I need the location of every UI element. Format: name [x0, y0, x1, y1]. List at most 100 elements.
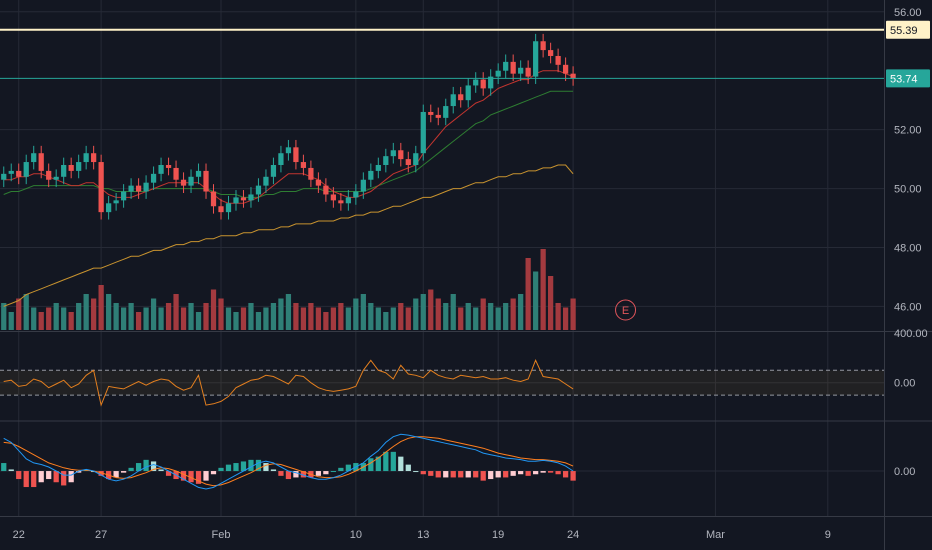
histogram-bar — [315, 471, 322, 476]
earnings-marker-label: E — [622, 305, 629, 317]
candle-body — [16, 170, 22, 177]
histogram-bar — [562, 471, 569, 478]
histogram-bar — [218, 467, 224, 472]
volume-bar — [315, 307, 322, 330]
histogram-bar — [540, 471, 546, 473]
last-price-badge — [886, 69, 930, 88]
candle-body — [540, 41, 546, 51]
histogram-bar — [195, 471, 202, 484]
volume-bar — [480, 298, 486, 330]
volume-bar — [16, 298, 22, 330]
volume-bar — [570, 298, 576, 330]
histogram-bar — [323, 471, 329, 475]
histogram-bar — [98, 471, 104, 476]
volume-bar — [135, 312, 142, 330]
histogram-bar — [210, 471, 217, 475]
volume-bar — [488, 303, 494, 330]
macd-tick-label: 0.00 — [894, 466, 915, 478]
volume-bar — [555, 303, 561, 330]
volume-bar — [293, 303, 299, 330]
candle-body — [480, 79, 486, 89]
candle-body — [435, 114, 441, 118]
resistance-badge-label: 55.39 — [890, 25, 918, 37]
histogram-bar — [383, 451, 389, 472]
candle-body — [428, 111, 434, 115]
volume-bar — [46, 307, 52, 330]
candle-body — [270, 165, 277, 177]
histogram-bar — [338, 467, 344, 472]
candle-body — [165, 165, 172, 168]
volume-bar — [353, 298, 359, 330]
volume-bar — [413, 298, 419, 330]
candle-body — [278, 153, 284, 165]
volume-bar — [240, 307, 247, 330]
price-tick-label: 46.00 — [894, 301, 922, 313]
histogram-bar — [480, 471, 486, 481]
histogram-bar — [128, 467, 134, 472]
candle-body — [368, 170, 374, 180]
candle-body — [91, 153, 97, 163]
candle-body — [458, 94, 464, 101]
price-tick-label: 52.00 — [894, 125, 922, 137]
histogram-bar — [53, 471, 59, 483]
volume-bar — [38, 312, 44, 330]
histogram-bar — [180, 471, 187, 481]
time-tick-label: 24 — [567, 529, 579, 541]
histogram-bar — [330, 471, 336, 473]
candle-body — [31, 153, 37, 163]
candle-body — [390, 150, 396, 157]
earnings-marker — [615, 299, 637, 321]
volume-bar — [338, 303, 344, 330]
histogram-bar — [1, 463, 7, 472]
candle-body — [525, 67, 531, 77]
candle-body — [195, 170, 202, 177]
candle-body — [413, 153, 419, 165]
histogram-bar — [518, 471, 524, 475]
candle-body — [465, 85, 471, 101]
oscillator-tick-label: 0.00 — [894, 378, 915, 390]
histogram-bar — [233, 463, 239, 472]
histogram-bar — [113, 471, 119, 478]
volume-bar — [68, 312, 74, 330]
candle-body — [233, 197, 239, 204]
volume-bar — [323, 312, 329, 330]
histogram-bar — [135, 463, 142, 472]
oscillator-line — [3, 359, 574, 407]
candle-body — [61, 165, 67, 177]
candle-body — [503, 61, 509, 71]
candlesticks — [1, 33, 576, 220]
histogram-bar — [285, 471, 292, 480]
volume-bar — [195, 312, 202, 330]
volume-bar — [458, 307, 464, 330]
candle-body — [38, 153, 44, 171]
volume-bar — [443, 303, 449, 330]
histogram-bar — [525, 471, 531, 476]
candle-body — [173, 167, 179, 180]
volume-bar — [128, 303, 134, 330]
histogram-bar — [68, 471, 74, 483]
candle-body — [338, 200, 344, 204]
candle-body — [255, 185, 262, 195]
candle-body — [128, 185, 134, 192]
candle-body — [518, 67, 524, 74]
volume-bar — [143, 307, 149, 330]
candle-body — [150, 173, 157, 183]
volume-bar — [405, 307, 411, 330]
price-tick-label: 48.00 — [894, 243, 922, 255]
histogram-bar — [405, 464, 411, 472]
histogram-bar — [143, 459, 149, 472]
histogram-bar — [150, 461, 157, 472]
volume-bar — [255, 312, 262, 330]
volume-bar — [300, 307, 307, 330]
volume-bar — [428, 289, 434, 330]
candle-body — [46, 170, 52, 180]
candle-body — [210, 191, 217, 207]
volume-bar — [285, 294, 292, 330]
histogram-bar — [240, 461, 247, 472]
volume-bar — [540, 249, 546, 330]
time-tick-label: Feb — [212, 529, 231, 541]
candle-body — [68, 165, 74, 171]
histogram-bar — [165, 471, 172, 476]
